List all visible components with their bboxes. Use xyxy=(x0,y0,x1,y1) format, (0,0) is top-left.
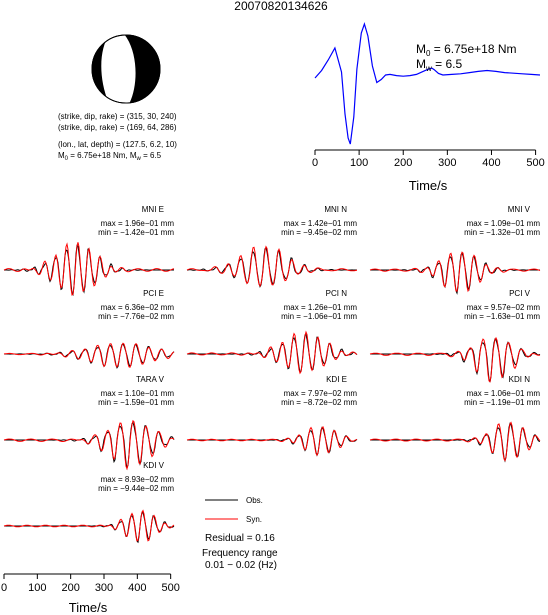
stf-tick-label: 300 xyxy=(438,157,456,169)
max-amplitude-label: max = 9.57e−02 mm xyxy=(467,303,541,312)
stf-tick-label: 400 xyxy=(482,157,500,169)
synthetic-trace xyxy=(3,509,175,542)
station-label: MNI V xyxy=(508,205,531,214)
stf-tick-label: 500 xyxy=(526,157,544,169)
stf-x-axis-label: Time/s xyxy=(409,178,448,193)
stf-tick-label: 200 xyxy=(394,157,412,169)
waveform-tick-label: 200 xyxy=(61,582,79,594)
min-amplitude-label: min = −7.76e−02 mm xyxy=(98,312,174,321)
location-depth: (lon., lat, depth) = (127.5, 6.2, 10) xyxy=(58,140,177,149)
station-label: PCI N xyxy=(326,289,348,298)
stf-m0-annotation: M0 = 6.75e+18 Nm xyxy=(416,42,517,58)
stf-x-axis: 0 100 200 300 400 500 xyxy=(312,149,545,169)
figure-title: 20070820134626 xyxy=(234,0,328,13)
station-label: PCI V xyxy=(509,289,531,298)
beachball-compressional-left xyxy=(92,35,114,103)
waveform-x-axis: 0 100 200 300 400 500 xyxy=(1,573,180,594)
synthetic-trace xyxy=(369,421,541,462)
synthetic-trace xyxy=(369,251,541,293)
frequency-range-title: Frequency range xyxy=(202,548,278,559)
beachball xyxy=(91,34,161,104)
observed-trace xyxy=(4,511,175,544)
station-label: KDI V xyxy=(143,461,165,470)
min-amplitude-label: min = −1.19e−01 mm xyxy=(464,398,540,407)
station-label: MNI N xyxy=(324,205,347,214)
max-amplitude-label: max = 1.26e−01 mm xyxy=(284,303,358,312)
min-amplitude-label: min = −1.06e−01 mm xyxy=(281,312,357,321)
min-amplitude-label: min = −9.44e−02 mm xyxy=(98,484,174,493)
station-label: KDI E xyxy=(326,375,347,384)
max-amplitude-label: max = 8.93e−02 mm xyxy=(101,475,175,484)
max-amplitude-label: max = 1.06e−01 mm xyxy=(467,389,541,398)
synthetic-trace xyxy=(186,426,358,457)
stf-tick-label: 100 xyxy=(350,157,368,169)
observed-trace xyxy=(186,246,357,288)
frequency-range-value: 0.01 − 0.02 (Hz) xyxy=(205,560,277,571)
synthetic-trace xyxy=(369,336,541,383)
synthetic-trace xyxy=(3,242,175,296)
stf-mw-annotation: Mw = 6.5 xyxy=(416,57,462,73)
max-amplitude-label: max = 1.96e−01 mm xyxy=(101,219,175,228)
observed-trace xyxy=(370,422,541,463)
station-label: MNI E xyxy=(142,205,164,214)
moment-magnitude-line: M0 = 6.75e+18 Nm, Mw = 6.5 xyxy=(58,151,162,162)
synthetic-trace xyxy=(186,330,358,375)
synthetic-trace xyxy=(186,245,358,287)
station-label: TARA V xyxy=(136,375,165,384)
max-amplitude-label: max = 7.97e−02 mm xyxy=(284,389,358,398)
stf-plot: 0 100 200 300 400 500 Time/s M0 = 6.75e+18 Nm… xyxy=(312,22,545,193)
nodal-plane-1: (strike, dip, rake) = (315, 30, 240) xyxy=(58,112,177,121)
max-amplitude-label: max = 1.42e−01 mm xyxy=(284,219,358,228)
station-label: PCI E xyxy=(143,289,164,298)
min-amplitude-label: min = −1.42e−01 mm xyxy=(98,228,174,237)
min-amplitude-label: min = −1.59e−01 mm xyxy=(98,398,174,407)
waveform-tick-label: 300 xyxy=(95,582,113,594)
min-amplitude-label: min = −1.63e−01 mm xyxy=(464,312,540,321)
waveform-tick-label: 500 xyxy=(161,582,179,594)
waveform-tick-label: 400 xyxy=(128,582,146,594)
stf-series-line xyxy=(314,22,541,145)
nodal-plane-2: (strike, dip, rake) = (169, 64, 286) xyxy=(58,123,177,132)
stf-tick-label: 0 xyxy=(312,157,318,169)
min-amplitude-label: min = −8.72e−02 mm xyxy=(281,398,357,407)
max-amplitude-label: max = 6.36e−02 mm xyxy=(101,303,175,312)
min-amplitude-label: min = −1.32e−01 mm xyxy=(464,228,540,237)
legend: Obs. Syn. xyxy=(205,496,263,524)
waveform-tick-label: 0 xyxy=(1,582,7,594)
legend-obs-label: Obs. xyxy=(246,496,263,505)
synthetic-trace xyxy=(3,419,175,471)
source-parameters: (strike, dip, rake) = (315, 30, 240) (st… xyxy=(58,112,177,162)
residual-text: Residual = 0.16 xyxy=(205,533,275,544)
max-amplitude-label: max = 1.09e−01 mm xyxy=(467,219,541,228)
min-amplitude-label: min = −9.45e−02 mm xyxy=(281,228,357,237)
station-label: KDI N xyxy=(509,375,531,384)
waveform-tick-label: 100 xyxy=(28,582,46,594)
legend-syn-label: Syn. xyxy=(246,515,262,524)
waveform-x-axis-label: Time/s xyxy=(69,600,108,615)
max-amplitude-label: max = 1.10e−01 mm xyxy=(101,389,175,398)
synthetic-trace xyxy=(3,342,175,368)
